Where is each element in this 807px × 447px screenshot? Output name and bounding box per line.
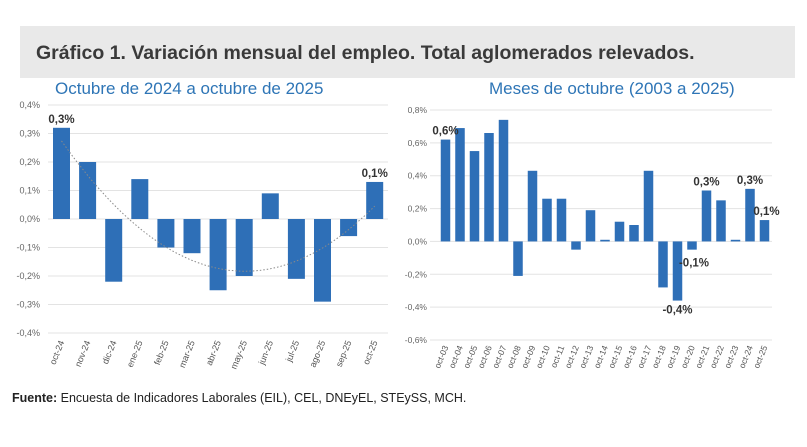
left-chart-title: Octubre de 2024 a octubre de 2025: [55, 79, 324, 98]
bar-dic-24: [105, 219, 123, 282]
bar-oct-14: [600, 239, 610, 242]
data-label-oct-03: 0,6%: [432, 126, 458, 138]
x-tick-label: abr-25: [204, 339, 223, 367]
bar-oct-03: [440, 139, 451, 242]
bar-oct-09: [527, 170, 538, 242]
bar-oct-24: [53, 127, 70, 219]
figure-title: Gráfico 1. Variación mensual del empleo.…: [36, 42, 695, 64]
bar-oct-22: [716, 200, 726, 242]
bar-oct-21: [701, 190, 712, 242]
y-tick-label: 0,2%: [408, 204, 428, 214]
source-text: Encuesta de Indicadores Laborales (EIL),…: [57, 391, 467, 405]
bar-oct-13: [585, 210, 596, 242]
bar-mar-25: [183, 219, 201, 254]
right-chart-title: Meses de octubre (2003 a 2025): [489, 79, 735, 98]
data-label-oct-24: 0,3%: [48, 114, 74, 126]
bar-oct-07: [498, 119, 509, 242]
x-tick-label: sep-25: [334, 339, 354, 368]
bar-oct-12: [571, 241, 581, 250]
data-label-oct-25: 0,1%: [753, 206, 779, 218]
y-tick-label: 0,8%: [408, 105, 428, 115]
y-tick-label: 0,0%: [408, 236, 428, 246]
data-label-oct-20: -0,1%: [679, 257, 709, 269]
x-tick-label: mar-25: [177, 339, 197, 369]
y-tick-label: -0,6%: [405, 335, 428, 345]
y-tick-label: -0,2%: [405, 269, 428, 279]
data-label-oct-19: -0,4%: [662, 305, 692, 317]
trendline: [61, 140, 376, 272]
y-tick-label: -0,4%: [16, 328, 40, 338]
bar-oct-20: [687, 241, 697, 250]
bar-ene-25: [131, 179, 149, 219]
bar-oct-23: [730, 239, 741, 242]
bar-oct-19: [672, 241, 683, 301]
data-label-oct-24: 0,3%: [737, 175, 763, 187]
bar-sep-25: [340, 219, 358, 237]
bar-oct-08: [513, 241, 523, 276]
x-tick-label: feb-25: [152, 339, 171, 366]
title-banner: [20, 26, 795, 78]
bar-jul-25: [287, 219, 305, 279]
y-tick-label: 0,6%: [408, 138, 428, 148]
bar-abr-25: [209, 219, 227, 291]
bar-oct-04: [455, 128, 465, 242]
y-tick-label: 0,1%: [19, 186, 40, 196]
y-tick-label: 0,3%: [19, 129, 40, 139]
bar-oct-06: [484, 133, 494, 242]
data-label-oct-25: 0,1%: [362, 168, 388, 180]
x-tick-label: ene-25: [125, 339, 145, 369]
y-tick-label: -0,1%: [16, 243, 40, 253]
bar-nov-24: [79, 162, 97, 219]
y-tick-label: 0,0%: [19, 214, 40, 224]
y-tick-label: 0,2%: [19, 157, 40, 167]
x-tick-label: nov-24: [73, 339, 93, 368]
y-tick-label: 0,4%: [408, 171, 428, 181]
y-tick-label: -0,4%: [405, 302, 428, 312]
source-note: Fuente: Encuesta de Indicadores Laborale…: [12, 391, 466, 405]
source-label: Fuente:: [12, 391, 58, 405]
bar-feb-25: [157, 219, 175, 248]
data-label-oct-21: 0,3%: [693, 177, 719, 189]
bar-ago-25: [314, 219, 331, 302]
bar-oct-24: [745, 188, 755, 242]
bar-may-25: [235, 219, 253, 276]
x-tick-label: oct-24: [48, 339, 67, 366]
y-tick-label: -0,2%: [16, 271, 40, 281]
x-tick-label: jun-25: [256, 339, 275, 367]
bar-oct-11: [556, 198, 567, 242]
bar-jun-25: [261, 193, 279, 219]
bar-oct-10: [542, 198, 552, 242]
x-tick-label: ago-25: [308, 339, 328, 369]
bar-oct-25: [366, 181, 384, 219]
bar-oct-18: [658, 241, 668, 288]
x-tick-label: oct-25: [361, 339, 380, 366]
bar-oct-17: [643, 170, 654, 242]
bar-oct-16: [629, 225, 639, 242]
x-tick-label: may-25: [229, 339, 250, 371]
bar-oct-15: [614, 221, 625, 242]
y-tick-label: 0,4%: [19, 100, 40, 110]
x-tick-label: dic-24: [100, 339, 118, 365]
x-tick-label: jul-25: [283, 339, 301, 364]
bar-oct-25: [759, 220, 770, 242]
bar-oct-05: [469, 151, 480, 242]
y-tick-label: -0,3%: [16, 300, 40, 310]
